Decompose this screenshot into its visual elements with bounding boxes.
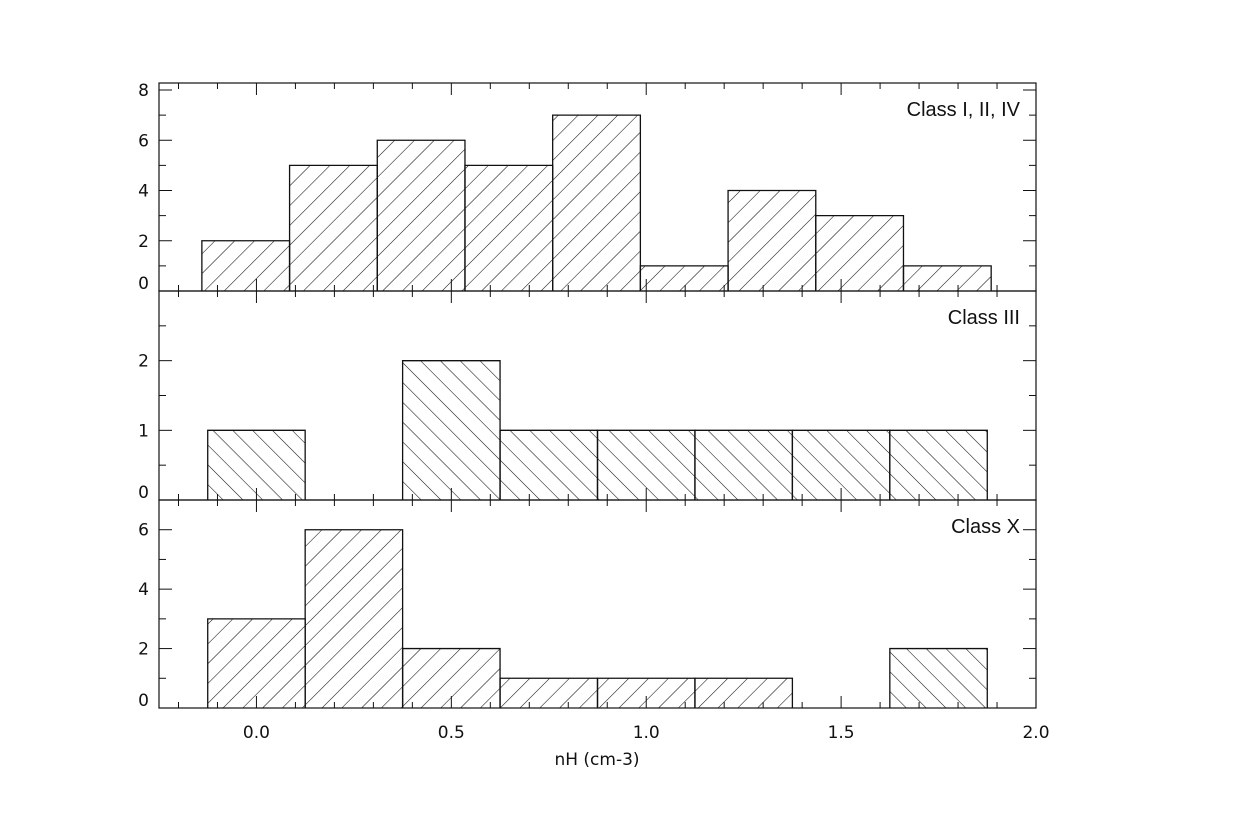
x-tick-label: 1.5 <box>828 723 855 743</box>
bar-1-4 <box>464 165 553 291</box>
bar-2-2 <box>402 360 501 500</box>
bar-1-2 <box>289 165 378 291</box>
y-tick-label: 0 <box>138 483 149 503</box>
bar-1-1 <box>201 240 290 291</box>
bar-outline-2-1 <box>207 429 306 500</box>
bar-2-5 <box>694 430 793 500</box>
bar-3-7 <box>889 648 988 708</box>
bar-outline-1-5 <box>552 114 642 291</box>
x-tick-label: 2.0 <box>1022 723 1049 743</box>
y-tick-label: 0 <box>138 274 149 294</box>
panel-label-1: Class I, II, IV <box>907 99 1021 121</box>
bar-3-2 <box>305 529 403 708</box>
bar-3-6 <box>694 678 793 708</box>
bar-1-6 <box>640 265 729 291</box>
y-tick-label: 2 <box>138 232 149 252</box>
y-tick-label: 2 <box>138 640 149 660</box>
bar-2-3 <box>500 430 598 500</box>
panels-layer: 0 2 4 6 8 Class I, II, IV 0 1 2 Class III 0 2 4 6 Clas… <box>138 81 1037 711</box>
x-axis: 0.0 0.5 1.0 1.5 2.0 <box>243 723 1050 743</box>
bar-2-7 <box>889 430 988 500</box>
panel-label-2: Class III <box>948 307 1020 329</box>
bar-outline-1-9 <box>902 265 992 291</box>
y-tick-label: 6 <box>138 131 149 151</box>
bar-1-7 <box>728 190 816 291</box>
bar-3-4 <box>500 678 598 708</box>
panel-label-3: Class X <box>951 516 1020 538</box>
panel-3: 0 2 4 6 Class X <box>138 499 1037 711</box>
y-tick-label: 4 <box>138 182 149 202</box>
y-tick-label: 6 <box>138 521 149 541</box>
y-tick-label: 4 <box>138 580 149 600</box>
y-tick-label: 0 <box>138 691 149 711</box>
y-tick-label: 1 <box>138 421 149 441</box>
panel-1: 0 2 4 6 8 Class I, II, IV <box>138 81 1037 294</box>
y-tick-label: 2 <box>138 352 149 372</box>
bar-outline-3-6 <box>694 677 794 708</box>
bar-1-9 <box>903 265 992 291</box>
bar-1-8 <box>815 215 904 291</box>
x-tick-label: 1.0 <box>633 723 660 743</box>
bar-outline-1-8 <box>815 214 905 291</box>
bar-outline-2-7 <box>889 429 988 500</box>
bar-3-1 <box>207 618 306 708</box>
panel-2: 0 1 2 Class III <box>138 290 1037 503</box>
x-tick-label: 0.5 <box>438 723 465 743</box>
bar-1-5 <box>552 115 641 291</box>
x-tick-label: 0.0 <box>243 723 270 743</box>
bar-outline-3-7 <box>889 647 988 708</box>
x-axis-label: nH (cm-3) <box>554 750 639 770</box>
y-tick-label: 8 <box>138 81 149 101</box>
bar-outline-3-2 <box>304 529 404 708</box>
panel-frame-3 <box>158 499 1037 709</box>
bar-1-3 <box>377 140 465 291</box>
